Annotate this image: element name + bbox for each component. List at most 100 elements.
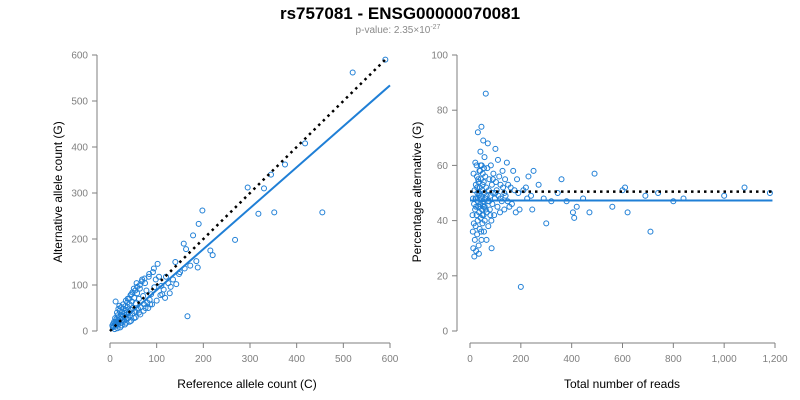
right-data-point [569, 209, 576, 216]
left-data-point [122, 297, 129, 304]
left-data-point [173, 281, 180, 288]
left-data-point [127, 292, 134, 299]
left-data-point [282, 161, 288, 168]
right-data-point [475, 250, 482, 257]
left-y-tick-label: 200 [71, 235, 88, 246]
left-y-tick-label: 100 [71, 281, 88, 292]
left-data-point [151, 284, 158, 291]
chart-subtitle: p-value: 2.35×10-27 [356, 24, 441, 36]
right-y-tick-label: 100 [431, 51, 448, 62]
left-data-point [154, 260, 161, 267]
right-x-tick-label: 1,000 [712, 354, 737, 365]
left-data-point [271, 209, 278, 216]
right-data-point [472, 206, 479, 213]
left-y-tick-label: 400 [71, 143, 88, 154]
right-x-tick-label: 600 [614, 354, 631, 365]
left-data-point [135, 295, 142, 302]
right-data-point [494, 203, 501, 210]
left-data-point [195, 220, 202, 227]
right-data-point [478, 236, 485, 243]
right-x-tick-label: 200 [512, 354, 529, 365]
right-data-point [481, 154, 488, 161]
left-data-point [349, 69, 356, 76]
right-x-tick-label: 400 [563, 354, 580, 365]
left-data-point [141, 275, 148, 282]
left-data-point [131, 315, 138, 322]
right-data-point [470, 245, 477, 252]
left-data-point [184, 313, 191, 320]
left-data-point [209, 252, 216, 259]
left-data-point [112, 315, 119, 322]
right-data-point [535, 181, 542, 188]
right-data-point [528, 192, 534, 199]
right-y-axis: 0 20 40 60 80 100 [431, 51, 458, 338]
right-data-point [515, 190, 522, 196]
right-data-point [473, 203, 480, 210]
right-data-point [609, 203, 616, 210]
right-data-point [497, 181, 504, 188]
right-data-point [501, 206, 508, 213]
left-data-point [147, 301, 154, 308]
right-data-point [482, 173, 489, 180]
left-data-point [142, 305, 149, 311]
left-data-point [143, 287, 150, 294]
left-x-tick-label: 100 [148, 354, 165, 365]
right-y-tick-label: 0 [442, 327, 448, 338]
left-lines [109, 58, 391, 332]
left-data-point [382, 56, 389, 63]
right-data-point [505, 181, 512, 188]
right-data-point [484, 165, 491, 172]
left-y-tick-label: 0 [82, 327, 88, 338]
right-data-point [474, 129, 481, 136]
right-data-point [506, 203, 513, 210]
right-data-point [741, 184, 748, 191]
left-y-tick-label: 500 [71, 97, 88, 108]
right-data-point [554, 190, 561, 196]
right-data-point [488, 217, 495, 224]
right-data-point [479, 212, 486, 219]
right-data-point [474, 217, 481, 224]
subtitle-exponent: -27 [430, 24, 440, 31]
right-data-point [491, 212, 498, 219]
right-data-point [492, 190, 499, 196]
right-data-point [476, 190, 483, 196]
right-lines [470, 190, 773, 202]
left-data-point [133, 280, 140, 287]
right-data-point [571, 214, 578, 221]
right-data-point [488, 181, 495, 188]
right-data-point [472, 181, 479, 188]
right-data-point [489, 176, 496, 183]
right-data-point [496, 209, 503, 216]
right-data-point [486, 176, 493, 183]
right-data-point [543, 220, 550, 227]
right-data-point [503, 159, 510, 166]
left-data-point [124, 295, 131, 302]
right-data-point [721, 192, 728, 199]
left-data-point [232, 236, 239, 243]
right-data-point [483, 236, 490, 243]
right-data-point [469, 228, 476, 235]
right-data-point [514, 176, 521, 183]
right-data-point [470, 170, 477, 177]
right-data-point [475, 176, 482, 183]
left-data-point [167, 283, 174, 290]
right-data-point [494, 156, 501, 163]
left-fit-line [109, 84, 391, 332]
left-x-tick-label: 200 [195, 354, 212, 365]
left-data-point [194, 264, 201, 271]
right-data-point [470, 220, 477, 227]
right-data-point [469, 212, 476, 219]
right-data-point [499, 167, 506, 174]
right-data-point [525, 173, 532, 180]
right-data-point [485, 223, 492, 230]
left-x-axis-title: Reference allele count (C) [177, 377, 316, 391]
right-data-point [473, 162, 480, 169]
right-data-point [591, 170, 598, 177]
right-data-point [642, 192, 649, 199]
right-y-tick-label: 20 [437, 271, 449, 282]
right-x-axis-title: Total number of reads [564, 377, 680, 391]
left-data-point [150, 265, 157, 272]
left-data-point [319, 209, 326, 216]
right-y-axis-title: Percentage alternative (G) [410, 122, 424, 263]
